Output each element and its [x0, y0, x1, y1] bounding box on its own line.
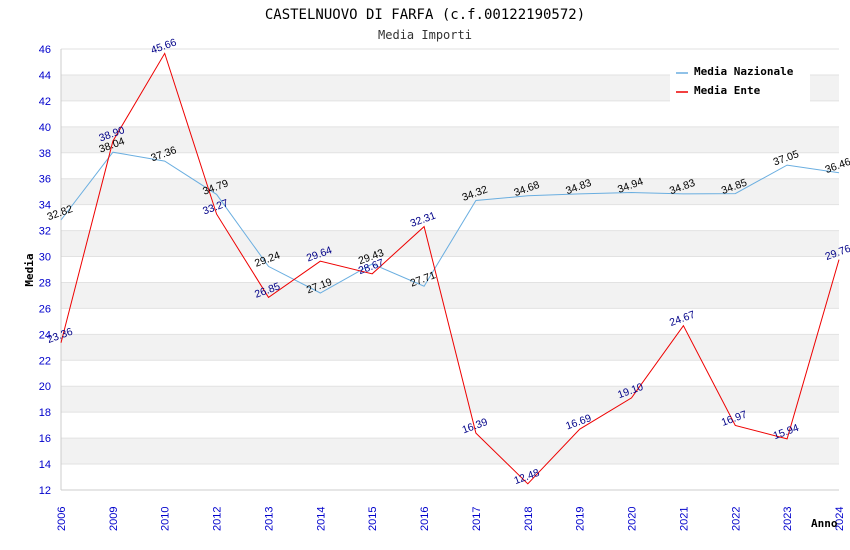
x-tick-label: 2018 [523, 507, 535, 531]
data-label: 45.66 [149, 36, 178, 56]
x-tick-label: 2009 [108, 507, 120, 531]
grid-band [61, 438, 839, 465]
y-axis-ticks: 12 14 16 18 20 22 24 26 28 30 32 34 36 38 40 42 44 46 [39, 44, 51, 497]
y-tick-label: 42 [39, 96, 51, 108]
x-tick-label: 2006 [56, 507, 68, 531]
x-tick-label: 2012 [212, 507, 224, 531]
y-tick-label: 32 [39, 226, 51, 238]
y-tick-label: 26 [39, 303, 51, 315]
y-tick-label: 30 [39, 252, 51, 264]
y-tick-label: 44 [39, 70, 51, 82]
data-label: 36.46 [824, 156, 850, 176]
y-tick-label: 24 [39, 329, 51, 341]
x-tick-label: 2017 [471, 507, 483, 531]
chart-title: CASTELNUOVO DI FARFA (c.f.00122190572) [265, 7, 585, 23]
y-tick-label: 40 [39, 122, 51, 134]
x-tick-label: 2021 [678, 507, 690, 531]
x-axis-ticks: 2006 2009 2010 2012 2013 2014 2015 2016 2017 2018… [56, 507, 846, 531]
y-tick-label: 34 [39, 200, 51, 212]
series-line-media-ente [60, 52, 840, 485]
data-label: 12.48 [512, 467, 541, 487]
grid-bands [61, 74, 839, 465]
legend: Media Nazionale Media Ente [670, 60, 810, 102]
y-tick-label: 16 [39, 433, 51, 445]
y-tick-label: 28 [39, 277, 51, 289]
data-label: 24.67 [668, 309, 697, 329]
y-axis-label: Media [23, 253, 36, 286]
legend-label-media-nazionale: Media Nazionale [694, 65, 794, 78]
x-axis-label: Anno [811, 517, 838, 530]
x-tick-label: 2020 [627, 507, 639, 531]
y-tick-label: 22 [39, 355, 51, 367]
y-tick-label: 14 [39, 459, 51, 471]
x-tick-label: 2022 [730, 507, 742, 531]
legend-box [670, 60, 810, 102]
x-tick-label: 2014 [315, 507, 327, 531]
y-tick-label: 36 [39, 174, 51, 186]
grid-band [61, 282, 839, 309]
x-tick-label: 2015 [367, 507, 379, 531]
x-tick-label: 2019 [575, 507, 587, 531]
y-tick-label: 12 [39, 485, 51, 497]
y-tick-label: 20 [39, 381, 51, 393]
y-tick-label: 46 [39, 44, 51, 56]
legend-label-media-ente: Media Ente [694, 84, 761, 97]
y-tick-label: 18 [39, 407, 51, 419]
grid-band [61, 178, 839, 205]
x-tick-label: 2010 [160, 507, 172, 531]
series-line-media-nazionale [60, 151, 840, 294]
data-label: 16.39 [461, 416, 490, 436]
x-tick-label: 2016 [419, 507, 431, 531]
data-label: 16.69 [564, 412, 593, 432]
x-tick-label: 2023 [782, 507, 794, 531]
plot-frame [60, 48, 839, 491]
chart-subtitle: Media Importi [378, 28, 472, 42]
grid-band [61, 334, 839, 361]
series-lines [60, 52, 840, 485]
x-tick-label: 2013 [263, 507, 275, 531]
grid-band [61, 126, 839, 153]
y-tick-label: 38 [39, 148, 51, 160]
grid-band [61, 386, 839, 413]
x-tick-label: 2024 [834, 507, 846, 531]
